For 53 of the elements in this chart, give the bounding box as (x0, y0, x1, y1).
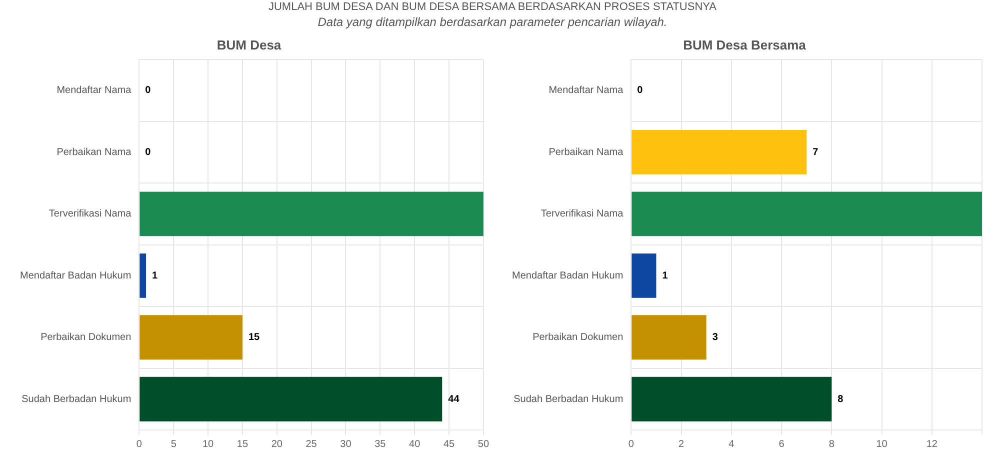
x-tick-label: 5 (170, 438, 177, 450)
x-tick-label: 25 (306, 438, 318, 450)
data-label: 8 (838, 394, 844, 405)
y-tick-label: Perbaikan Dokumen (40, 332, 132, 344)
bar (632, 130, 807, 174)
bar (632, 376, 832, 422)
y-tick-label: Terverifikasi Nama (48, 208, 132, 220)
chart-title: BUM Desa Bersama (683, 37, 807, 52)
y-tick-label: Mendaftar Nama (548, 85, 624, 96)
text: Data yang ditampilkan berdasarkan parameter pencarian wilayah. (316, 15, 668, 29)
data-label: 7 (812, 146, 819, 158)
y-tick-label: Sudah Berbadan Hukum (22, 394, 132, 405)
data-label: 44 (448, 394, 460, 405)
bar (140, 315, 242, 360)
data-label: 15 (248, 332, 260, 344)
bar (140, 253, 146, 298)
x-tick-label: 45 (443, 438, 456, 450)
y-tick-label: Sudah Berbadan Hukum (514, 394, 624, 405)
y-tick-label: Mendaftar Nama (56, 85, 132, 96)
y-tick-label: Perbaikan Nama (56, 146, 132, 158)
x-tick-label: 30 (340, 438, 352, 450)
x-tick-label: 8 (828, 438, 835, 450)
bar (632, 315, 706, 360)
data-label: 1 (662, 270, 668, 282)
y-tick-label: Mendaftar Badan Hukum (512, 270, 624, 282)
x-tick-label: 40 (409, 438, 421, 450)
y-tick-label: Mendaftar Badan Hukum (20, 270, 132, 282)
y-tick-label: Terverifikasi Nama (540, 208, 624, 220)
chart-title: BUM Desa (216, 37, 282, 52)
data-label: 0 (145, 85, 152, 96)
y-tick-label: Perbaikan Nama (548, 146, 624, 158)
data-label: 0 (145, 146, 152, 158)
data-label: 0 (637, 85, 644, 96)
y-tick-label: Perbaikan Dokumen (532, 332, 624, 344)
x-tick-label: 4 (728, 438, 735, 450)
x-tick-label: 0 (628, 438, 634, 450)
x-tick-label: 10 (876, 438, 888, 450)
bar (632, 192, 982, 236)
x-tick-label: 2 (678, 438, 685, 450)
data-label: 3 (712, 332, 718, 344)
x-tick-label: 6 (778, 438, 785, 450)
x-tick-label: 50 (478, 438, 490, 450)
bar (632, 253, 656, 298)
x-tick-label: 20 (271, 438, 283, 450)
x-tick-label: 15 (236, 438, 248, 450)
bar (140, 376, 442, 422)
x-tick-label: 0 (136, 438, 142, 450)
data-label: 1 (152, 270, 158, 282)
x-tick-label: 12 (926, 438, 938, 450)
bar (140, 192, 484, 236)
text: JUMLAH BUM DESA DAN BUM DESA BERSAMA BERDASARKAN PROSES STATUSNYA (267, 1, 718, 14)
x-tick-label: 35 (374, 438, 386, 450)
x-tick-label: 10 (202, 438, 214, 450)
